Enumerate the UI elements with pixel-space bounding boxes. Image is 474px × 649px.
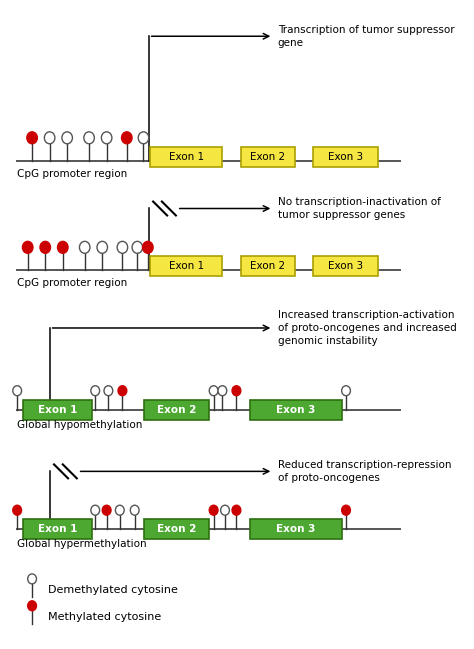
Circle shape: [27, 601, 36, 611]
Circle shape: [57, 241, 68, 253]
Circle shape: [40, 241, 51, 253]
Circle shape: [117, 241, 128, 253]
Bar: [145, 400, 209, 420]
Bar: [313, 147, 379, 167]
Circle shape: [132, 241, 143, 253]
Circle shape: [84, 132, 94, 144]
Text: Methylated cytosine: Methylated cytosine: [48, 612, 161, 622]
Text: Increased transcription-activation
of proto-oncogenes and increased
genomic inst: Increased transcription-activation of pr…: [278, 310, 456, 346]
Circle shape: [102, 505, 111, 515]
Circle shape: [232, 505, 241, 515]
Text: Global hypomethylation: Global hypomethylation: [17, 420, 143, 430]
Text: Exon 1: Exon 1: [169, 262, 204, 271]
Circle shape: [143, 241, 153, 253]
Circle shape: [101, 132, 112, 144]
Bar: [241, 256, 295, 276]
Circle shape: [121, 132, 132, 144]
Circle shape: [342, 386, 350, 396]
Text: Exon 3: Exon 3: [328, 152, 363, 162]
Circle shape: [220, 505, 229, 515]
Text: Exon 2: Exon 2: [250, 152, 285, 162]
Circle shape: [130, 505, 139, 515]
Circle shape: [22, 241, 33, 253]
Bar: [250, 519, 342, 539]
Bar: [145, 519, 209, 539]
Circle shape: [13, 386, 21, 396]
Circle shape: [62, 132, 73, 144]
Circle shape: [91, 386, 100, 396]
Text: Exon 3: Exon 3: [276, 524, 315, 534]
Circle shape: [80, 241, 90, 253]
Text: CpG promoter region: CpG promoter region: [17, 169, 128, 178]
Text: Exon 1: Exon 1: [169, 152, 204, 162]
Text: Transcription of tumor suppressor
gene: Transcription of tumor suppressor gene: [278, 25, 454, 48]
Text: No transcription-inactivation of
tumor suppressor genes: No transcription-inactivation of tumor s…: [278, 197, 440, 220]
Bar: [23, 400, 92, 420]
Bar: [250, 400, 342, 420]
Circle shape: [118, 386, 127, 396]
Bar: [150, 147, 222, 167]
Text: Exon 3: Exon 3: [276, 404, 315, 415]
Text: Exon 2: Exon 2: [157, 404, 197, 415]
Circle shape: [342, 505, 350, 515]
Circle shape: [27, 574, 36, 584]
Bar: [150, 256, 222, 276]
Bar: [23, 519, 92, 539]
Circle shape: [13, 505, 21, 515]
Circle shape: [45, 132, 55, 144]
Circle shape: [138, 132, 149, 144]
Circle shape: [232, 386, 241, 396]
Bar: [241, 147, 295, 167]
Circle shape: [97, 241, 108, 253]
Circle shape: [115, 505, 124, 515]
Text: Reduced transcription-repression
of proto-oncogenes: Reduced transcription-repression of prot…: [278, 459, 451, 483]
Circle shape: [104, 386, 113, 396]
Circle shape: [209, 386, 218, 396]
Text: CpG promoter region: CpG promoter region: [17, 278, 128, 288]
Text: Demethylated cytosine: Demethylated cytosine: [48, 585, 178, 595]
Text: Exon 3: Exon 3: [328, 262, 363, 271]
Bar: [313, 256, 379, 276]
Text: Global hypermethylation: Global hypermethylation: [17, 539, 147, 549]
Text: Exon 1: Exon 1: [38, 404, 77, 415]
Text: Exon 2: Exon 2: [250, 262, 285, 271]
Circle shape: [218, 386, 227, 396]
Circle shape: [209, 505, 218, 515]
Circle shape: [27, 132, 37, 144]
Circle shape: [91, 505, 100, 515]
Text: Exon 2: Exon 2: [157, 524, 197, 534]
Text: Exon 1: Exon 1: [38, 524, 77, 534]
